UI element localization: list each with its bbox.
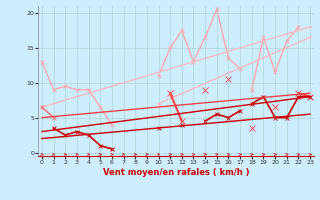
X-axis label: Vent moyen/en rafales ( km/h ): Vent moyen/en rafales ( km/h ) (103, 168, 249, 177)
